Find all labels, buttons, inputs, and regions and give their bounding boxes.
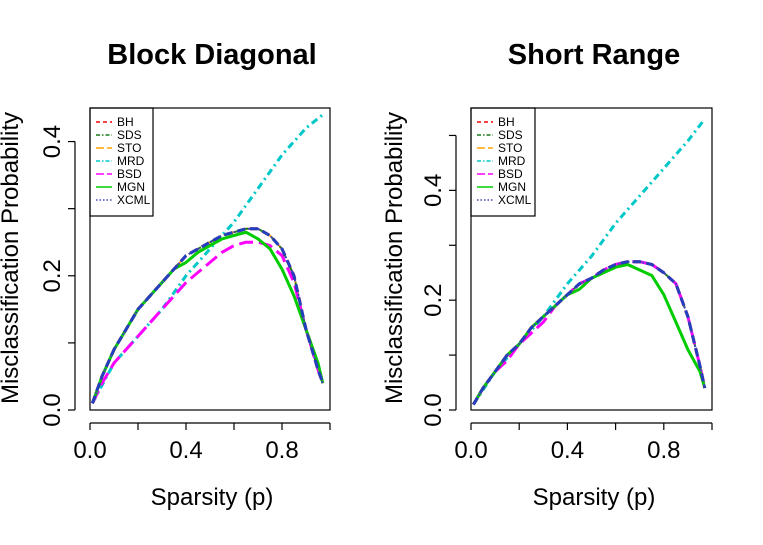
legend-label-sto: STO xyxy=(498,141,522,155)
x-tick-label: 0.4 xyxy=(169,437,202,464)
series-group xyxy=(472,118,707,406)
series-line-xcml-overlay xyxy=(90,227,325,404)
x-tick-label: 0.8 xyxy=(265,437,298,464)
chart-panel-block-diagonal: Block Diagonal Misclassification Probabi… xyxy=(0,39,331,511)
legend-label-sds: SDS xyxy=(117,128,142,142)
x-tick-label: 0.0 xyxy=(73,437,106,464)
chart-title: Block Diagonal xyxy=(107,39,317,71)
y-tick-label: 0.0 xyxy=(39,393,66,426)
series-line-bsd xyxy=(91,240,325,404)
chart-panel-short-range: Short Range Misclassification Probabilit… xyxy=(381,39,713,511)
plot-frame xyxy=(89,107,331,411)
legend-label-bh: BH xyxy=(117,115,134,129)
x-tick-label: 0.0 xyxy=(454,437,487,464)
y-tick-label: 0.4 xyxy=(39,125,66,158)
plot-frame xyxy=(470,107,713,411)
series-line-mgn xyxy=(90,230,325,404)
y-axis-label: Misclassification Probability xyxy=(381,112,408,404)
legend-label-xcml: XCML xyxy=(117,193,151,207)
legend-label-sto: STO xyxy=(117,141,141,155)
x-axis-label: Sparsity (p) xyxy=(533,484,656,511)
legend-box xyxy=(89,107,154,217)
y-tick-label: 0.0 xyxy=(420,393,447,426)
y-tick-label: 0.2 xyxy=(39,259,66,292)
x-axis-label: Sparsity (p) xyxy=(151,484,274,511)
legend-label-bh: BH xyxy=(498,115,515,129)
series-line-xcml-overlay xyxy=(472,260,707,406)
legend-label-xcml: XCML xyxy=(498,193,532,207)
chart-title: Short Range xyxy=(508,39,680,71)
y-tick-label: 0.2 xyxy=(420,283,447,316)
y-tick-label: 0.4 xyxy=(420,174,447,207)
x-tick-label: 0.4 xyxy=(551,437,584,464)
x-tick-label: 0.8 xyxy=(647,437,680,464)
legend-label-mgn: MGN xyxy=(117,180,145,194)
legend-label-sds: SDS xyxy=(498,128,523,142)
legend-label-bsd: BSD xyxy=(498,167,523,181)
series-group xyxy=(90,113,325,405)
y-axis-label: Misclassification Probability xyxy=(0,112,24,404)
legend-label-mrd: MRD xyxy=(498,154,526,168)
legend-label-mrd: MRD xyxy=(117,154,145,168)
legend-label-bsd: BSD xyxy=(117,167,142,181)
legend-label-mgn: MGN xyxy=(498,180,526,194)
